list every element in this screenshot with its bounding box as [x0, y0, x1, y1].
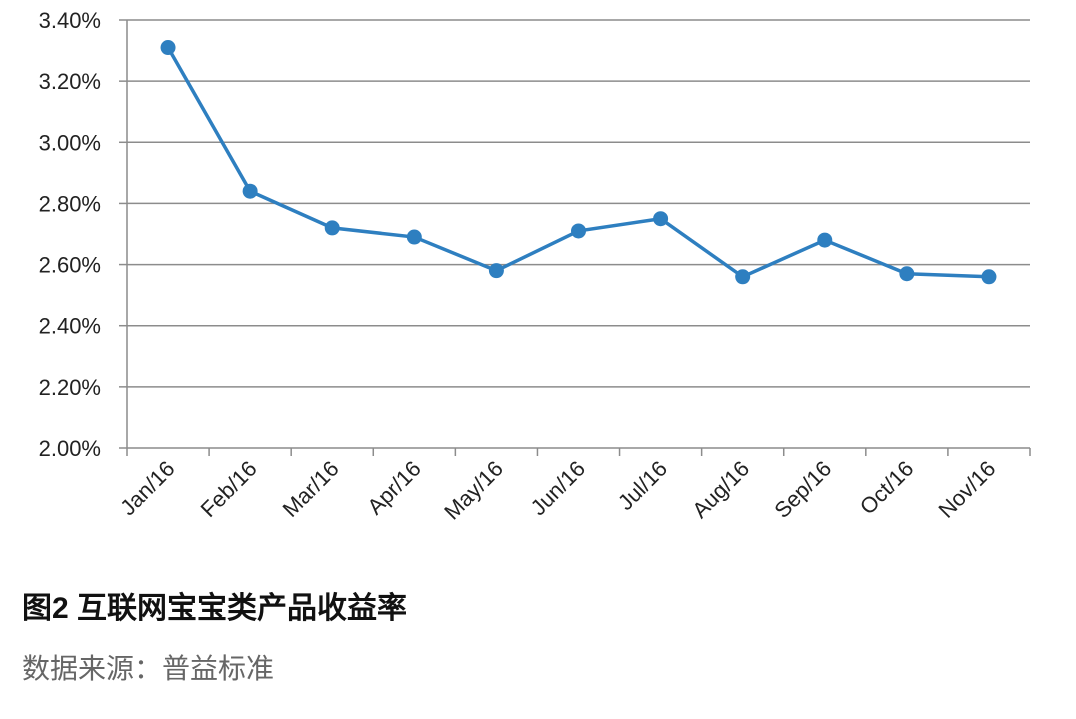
x-tick-label: Nov/16 — [934, 456, 1001, 523]
source: 数据来源：普益标准 — [22, 653, 274, 684]
x-tick-label: Feb/16 — [196, 456, 262, 522]
marker — [406, 229, 422, 245]
marker — [817, 232, 833, 248]
y-tick-label: 3.20% — [39, 69, 101, 94]
marker — [324, 220, 340, 236]
line — [166, 46, 990, 279]
y-tick-label: 3.40% — [39, 8, 101, 33]
marker — [488, 263, 504, 279]
marker — [571, 223, 586, 239]
chart-title: 图2 互联网宝宝类产品收益率 — [22, 591, 407, 625]
marker — [735, 269, 751, 285]
x-tick-label: Jul/16 — [613, 456, 672, 515]
x-tick-label: Mar/16 — [278, 456, 344, 522]
x-tick-label: Sep/16 — [769, 456, 836, 523]
marker — [899, 266, 915, 282]
x-tick-label: Aug/16 — [687, 456, 754, 523]
y-tick-label: 3.00% — [39, 130, 101, 155]
y-tick-label: 2.60% — [39, 253, 101, 278]
y-tick-label: 2.20% — [39, 375, 101, 400]
marker — [160, 40, 176, 56]
y-tick-label: 2.00% — [39, 436, 101, 461]
y-tick-label: 2.40% — [39, 314, 101, 339]
x-tick-label: Jan/16 — [115, 456, 179, 520]
x-tick-label: Jun/16 — [526, 456, 590, 520]
y-tick-label: 2.80% — [39, 191, 101, 216]
x-tick-label: Oct/16 — [855, 456, 919, 520]
marker — [242, 183, 258, 199]
x-tick-label: Apr/16 — [362, 456, 426, 520]
x-tick-label: May/16 — [439, 456, 508, 525]
marker — [653, 211, 669, 227]
marker — [981, 269, 997, 285]
